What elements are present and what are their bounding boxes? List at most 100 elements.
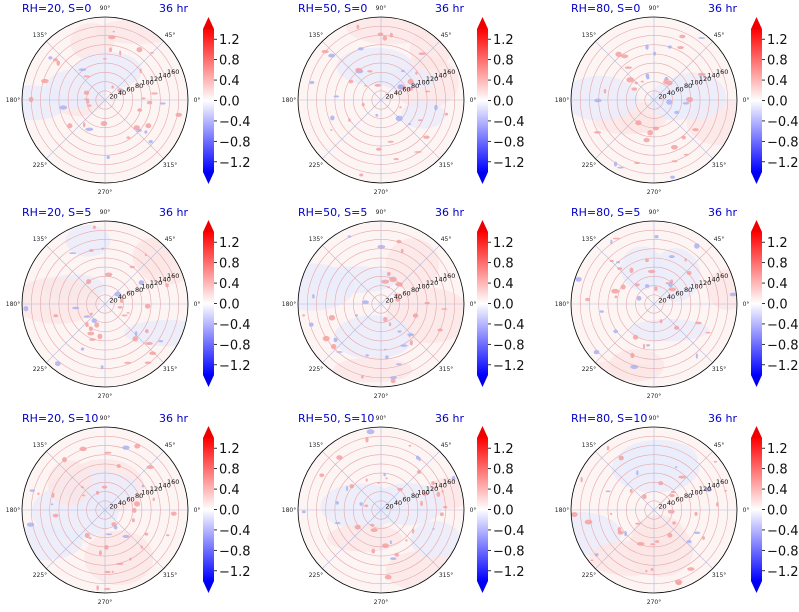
contour-speck [654,540,660,543]
contour-speck [101,485,108,489]
contour-speck [79,446,87,452]
contour-speck [89,338,96,341]
radial-tick-label: 40 [118,89,126,97]
radial-tick-label: 160 [443,272,455,280]
contour-speck [616,261,621,264]
contour-speck [400,344,408,347]
colorbar-tick-label: 0.0 [219,95,240,110]
contour-speck [101,247,104,251]
contour-speck [635,522,641,525]
contour-speck [370,528,378,533]
contour-speck [632,334,639,340]
angle-spoke [104,99,164,159]
radial-tick-label: 60 [675,289,683,297]
contour-speck [643,137,650,143]
angular-tick-label: 225° [309,572,323,579]
panel-title: RH=50, S=5 [298,206,367,219]
contour-speck [634,161,641,165]
angular-tick-label: 135° [33,236,47,243]
angular-tick-label: 90° [100,415,111,422]
contour-speck [86,99,90,104]
angular-tick-label: 315° [712,162,726,169]
panel-title: RH=20, S=0 [22,2,91,15]
colorbar-tick-label: 0.8 [219,54,240,69]
contour-speck [390,376,397,380]
contour-speck [611,288,620,294]
radial-tick-label: 60 [402,495,410,503]
radial-tick-label: 20 [109,296,117,304]
contour-speck [386,271,391,277]
contour-speck [646,344,651,347]
contour-speck [436,491,441,497]
colorbar-tick-label: 0.8 [767,463,788,478]
contour-speck [407,123,412,126]
angular-tick-label: 180° [555,97,569,104]
angle-spoke [595,509,655,569]
contour-speck [613,161,618,167]
contour-speck [617,267,623,270]
contour-speck [62,457,67,463]
contour-speck [397,487,403,492]
contour-speck [144,253,147,257]
angular-tick-label: 180° [6,301,20,308]
colorbar-tick-label: −0.4 [767,115,799,130]
colorbar-extend-min [477,172,488,184]
contour-speck [674,110,680,115]
contour-speck [729,292,737,297]
contour-speck [667,45,672,49]
contour-speck [80,347,85,351]
radial-tick-label: 60 [126,289,134,297]
contour-speck [108,35,116,40]
contour-speck [695,353,698,359]
colorbar-tick-label: −1.2 [219,359,251,374]
field-patch [84,530,154,586]
radial-tick-label: 80 [684,492,692,500]
radial-tick-label: 40 [394,89,402,97]
polar-frame [297,220,465,388]
contour-speck [72,306,80,310]
angular-tick-label: 45° [714,236,725,243]
contour-speck [141,484,145,488]
contour-speck [395,363,402,366]
radial-tick-label: 120 [426,485,438,493]
colorbar-tick-label: 0.8 [493,257,514,272]
colorbar-extend-max [751,426,762,438]
contour-speck [28,96,34,103]
contour-speck [686,96,694,103]
colorbar-tick-label: 1.2 [767,442,788,457]
contour-speck [677,46,684,50]
contour-speck [100,121,108,127]
colorbar-tick-label: 1.2 [219,33,240,48]
angular-tick-label: 45° [714,32,725,39]
angular-tick-label: 135° [582,236,596,243]
contour-speck [97,333,103,340]
contour-speck [330,343,337,350]
contour-speck [41,78,49,84]
contour-speck [112,30,115,33]
radial-tick-label: 20 [385,502,393,510]
radial-tick-label: 160 [716,272,728,280]
colorbar-tick-label: −0.8 [219,338,251,353]
angle-spoke [653,245,713,305]
colorbar-tick-label: 0.0 [493,504,514,519]
angle-spoke [104,451,164,511]
colorbar: 1.2 0.8 0.4 0.0 −0.4 −0.8 −1.2 [751,17,799,184]
angle-spoke [322,303,382,363]
radial-tick-label: 160 [167,478,179,486]
radial-tick-label: 160 [167,272,179,280]
contour-speck [654,286,658,292]
contour-speck [384,348,387,351]
angular-tick-label: 270° [647,599,661,606]
contour-speck [165,534,170,537]
colorbar-tick-label: −0.4 [219,318,251,333]
contour-speck [393,158,399,161]
contour-speck [670,144,678,150]
radial-tick-label: 140 [158,481,170,489]
colorbar-tick-label: −0.8 [767,544,799,559]
contour-speck [418,457,421,462]
contour-speck [630,352,635,359]
contour-speck [693,531,701,535]
radial-tick-label: 40 [394,293,402,301]
contour-speck [370,523,375,527]
angular-tick-label: 0° [470,301,477,308]
